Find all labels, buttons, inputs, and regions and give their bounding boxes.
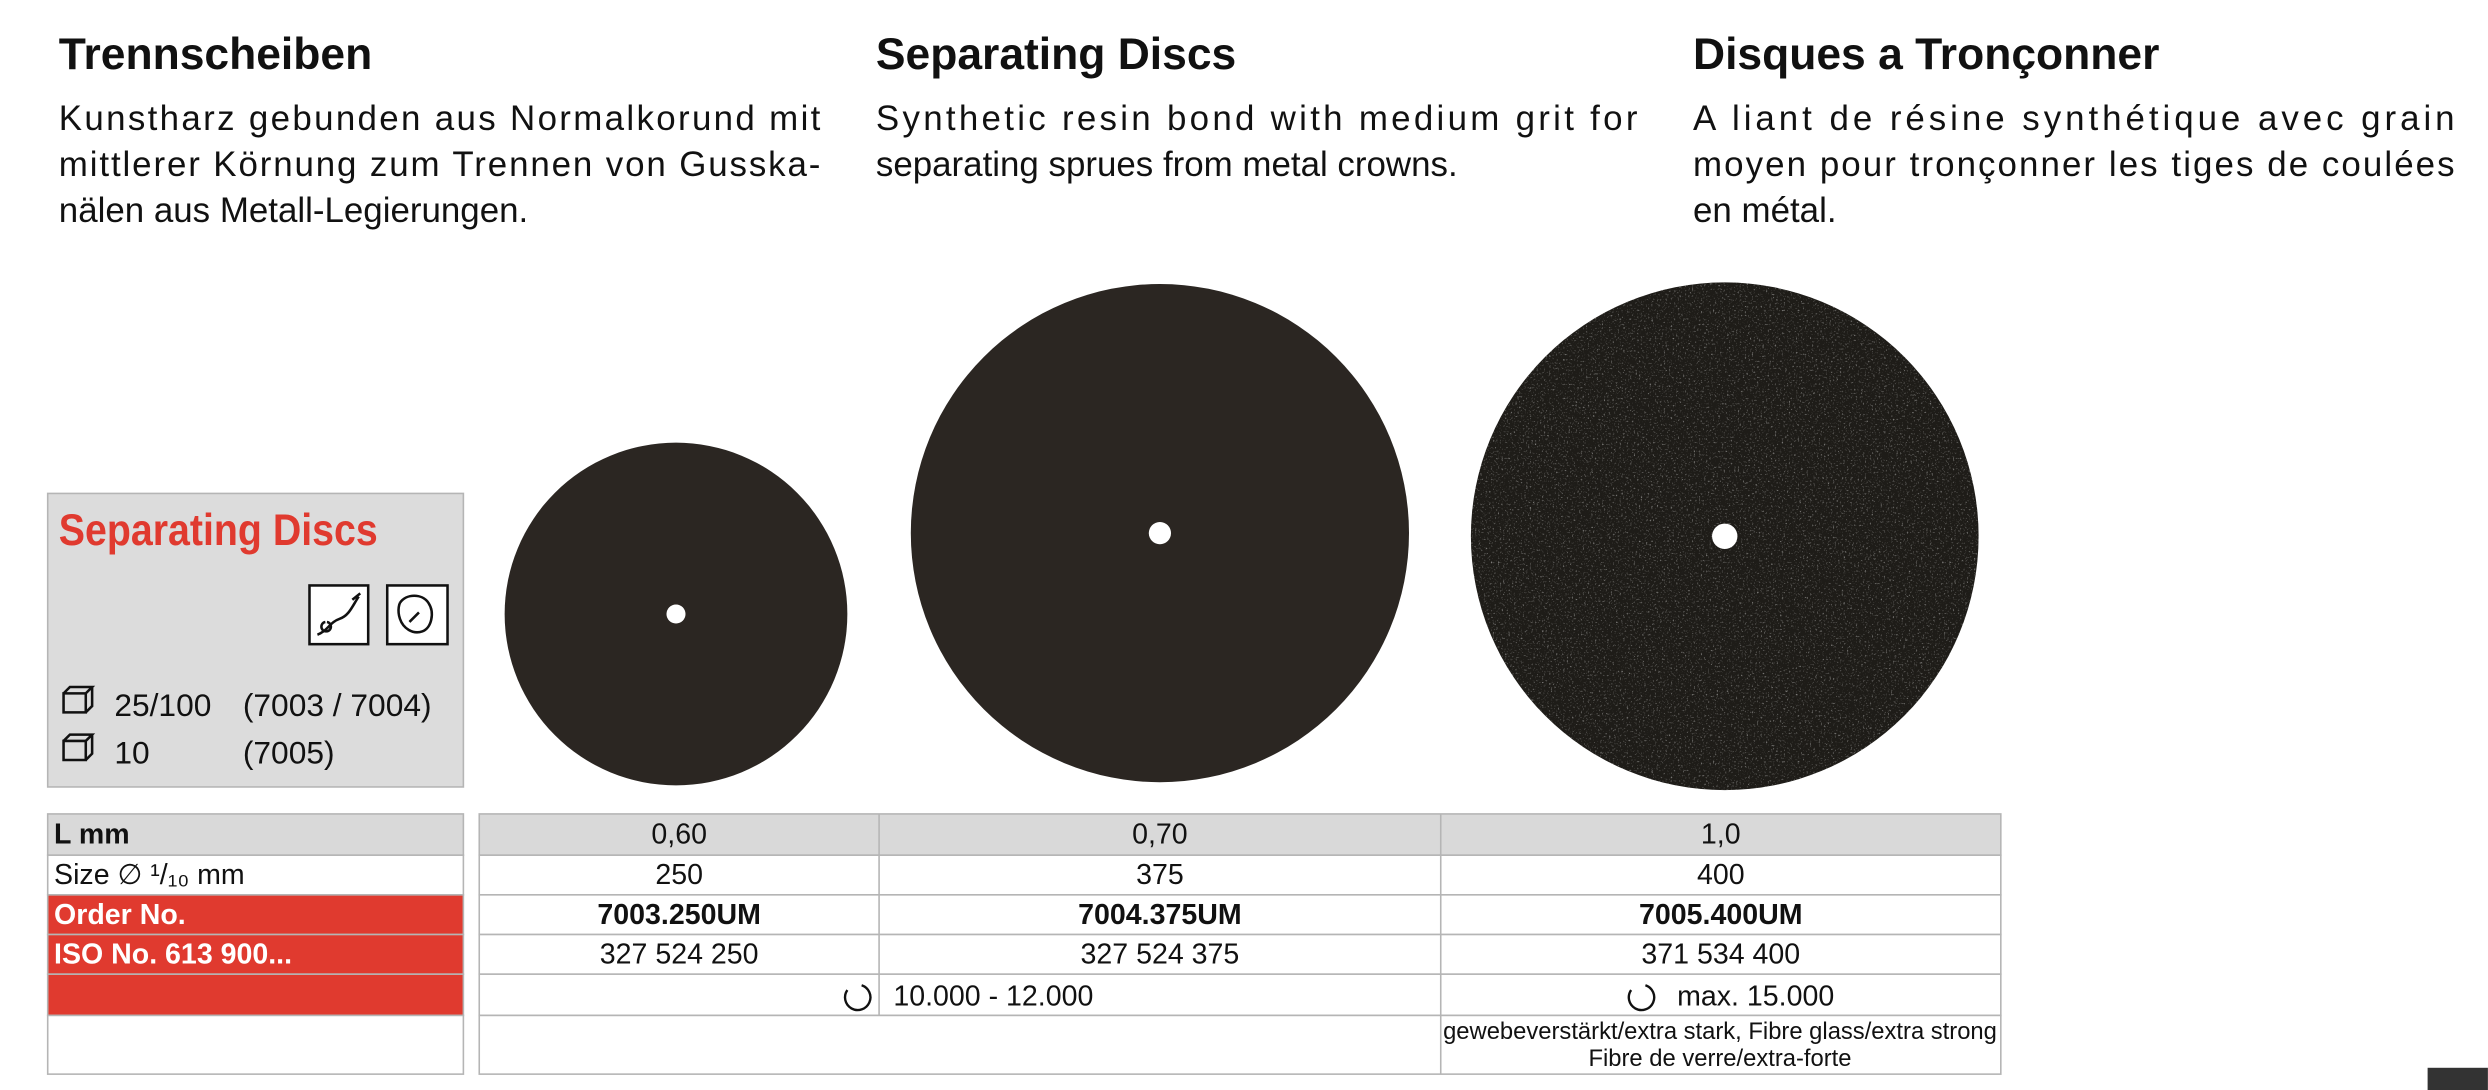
- label-cell: [46, 813, 465, 856]
- cell: 7004.375UM: [1078, 899, 1241, 931]
- label-cell: [46, 1014, 465, 1075]
- cell: 327 524 250: [600, 938, 759, 970]
- cell: 400: [1697, 859, 1745, 891]
- disc-images: [504, 282, 1979, 791]
- cell: 327 524 375: [1081, 938, 1240, 970]
- description-line: moyen pour tronçonner les tiges de coulé…: [1693, 145, 2455, 184]
- pack-models: (7005): [243, 735, 335, 771]
- note: gewebeverstärkt/extra stark, Fibre glass…: [1443, 1018, 1997, 1045]
- description-line: en métal.: [1693, 191, 1837, 230]
- icons: [62, 584, 449, 762]
- cell: 7005.400UM: [1639, 899, 1802, 931]
- row-label: L mm: [54, 819, 130, 851]
- rotation-icon: [843, 984, 872, 1012]
- row-band: [478, 1014, 2002, 1075]
- row-band: [478, 933, 2002, 975]
- column-title: Separating Discs: [876, 30, 1236, 79]
- note: Fibre de verre/extra-forte: [1588, 1045, 1851, 1072]
- description-line: A liant de résine synthétique avec grain: [1693, 99, 2455, 138]
- rotation-icon: [1627, 984, 1656, 1012]
- label-cell: [46, 973, 465, 1017]
- cell: 1,0: [1701, 819, 1741, 851]
- row-band: [478, 973, 2002, 1017]
- speed: max. 15.000: [1677, 981, 1834, 1013]
- cell: 371 534 400: [1641, 938, 1800, 970]
- cell: 0,70: [1132, 819, 1188, 851]
- page-tab: [2427, 1067, 2488, 1090]
- cell: 7003.250UM: [597, 899, 760, 931]
- column-title: Disques a Tronçonner: [1693, 30, 2159, 79]
- cell: 375: [1136, 859, 1184, 891]
- description-line: separating sprues from metal crowns.: [876, 145, 1458, 184]
- cell: 0,60: [651, 819, 707, 851]
- row-band: [478, 854, 2002, 896]
- row-label: ISO No. 613 900...: [54, 938, 292, 970]
- description-line: nälen aus Metall-Legierungen.: [59, 191, 528, 230]
- box-title: Separating Discs: [59, 506, 378, 555]
- pack-models: (7003 / 7004): [243, 687, 432, 723]
- speed: 10.000 - 12.000: [893, 981, 1093, 1013]
- pack-qty: 10: [114, 735, 149, 771]
- spec-table: L mm 0,60 0,70 1,0 Size ∅ ¹/₁₀ mm 250 375 400 Or…: [46, 813, 2002, 1075]
- description-line: Synthetic resin bond with medium grit fo…: [876, 99, 1638, 138]
- row-label: Order No.: [54, 899, 186, 931]
- header-band: [478, 813, 2002, 856]
- cell: 250: [655, 859, 703, 891]
- description-line: Kunstharz gebunden aus Normalkorund mit: [59, 99, 821, 138]
- pack-qty: 25/100: [114, 687, 211, 723]
- label-cell: [46, 933, 465, 975]
- description-line: mittlerer Körnung zum Trennen von Gusska…: [59, 145, 821, 184]
- row-label: Size ∅ ¹/₁₀ mm: [54, 859, 245, 891]
- column-title: Trennscheiben: [59, 30, 372, 79]
